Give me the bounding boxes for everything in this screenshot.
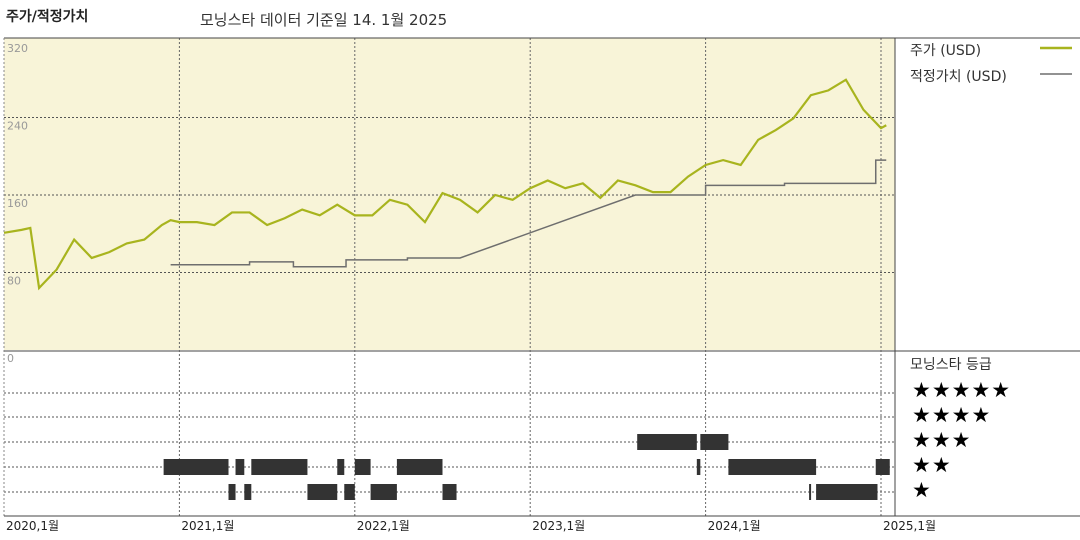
- y-tick-label: 320: [7, 42, 28, 55]
- rating-bar-2-star: [354, 459, 371, 475]
- stars-5-label: ★★★★★: [912, 378, 1012, 402]
- x-tick-label: 2023,1월: [532, 519, 585, 533]
- rating-bar-1-star: [307, 484, 338, 500]
- rating-bar-1-star: [370, 484, 397, 500]
- rating-bar-2-star: [337, 459, 345, 475]
- rating-bar-3-star: [700, 434, 729, 450]
- rating-bar-2-star: [396, 459, 443, 475]
- rating-bar-2-star: [251, 459, 308, 475]
- legend-fair-value-label: 적정가치 (USD): [910, 69, 1007, 85]
- y-tick-label: 0: [7, 352, 14, 365]
- stars-1-label: ★: [912, 478, 932, 502]
- rating-bar-2-star: [696, 459, 701, 475]
- chart-title: 주가/적정가치: [6, 9, 89, 25]
- price-line: [3, 78, 887, 291]
- y-tick-label: 80: [7, 275, 21, 288]
- stars-4-label: ★★★★: [912, 403, 992, 427]
- stars-3-label: ★★★: [912, 428, 972, 452]
- rating-bar-2-star: [875, 459, 890, 475]
- rating-title: 모닝스타 등급: [910, 357, 992, 373]
- rating-bar-1-star: [344, 484, 355, 500]
- rating-bar-2-star: [728, 459, 817, 475]
- x-tick-label: 2020,1월: [6, 519, 59, 533]
- rating-bar-3-star: [637, 434, 697, 450]
- legend-price-label: 주가 (USD): [910, 43, 982, 59]
- fair-value-line: [170, 159, 887, 268]
- legend-fair-value: 적정가치 (USD): [910, 66, 1007, 86]
- rating-bar-1-star: [816, 484, 878, 500]
- stars-2-label: ★★: [912, 453, 952, 477]
- y-tick-label: 240: [7, 120, 28, 133]
- rating-bar-1-star: [442, 484, 457, 500]
- x-tick-label: 2021,1월: [181, 519, 234, 533]
- legend-price: 주가 (USD): [910, 40, 981, 60]
- x-tick-label: 2025,1월: [883, 519, 936, 533]
- rating-bar-2-star: [163, 459, 229, 475]
- rating-bar-1-star: [244, 484, 252, 500]
- x-tick-label: 2022,1월: [357, 519, 410, 533]
- x-tick-label: 2024,1월: [708, 519, 761, 533]
- data-date-subtitle: 모닝스타 데이터 기준일 14. 1월 2025: [200, 11, 448, 29]
- rating-bar-1-star: [228, 484, 236, 500]
- rating-bar-2-star: [235, 459, 245, 475]
- y-tick-label: 160: [7, 197, 28, 210]
- rating-bar-1-star: [809, 484, 812, 500]
- plot-background: [4, 38, 895, 350]
